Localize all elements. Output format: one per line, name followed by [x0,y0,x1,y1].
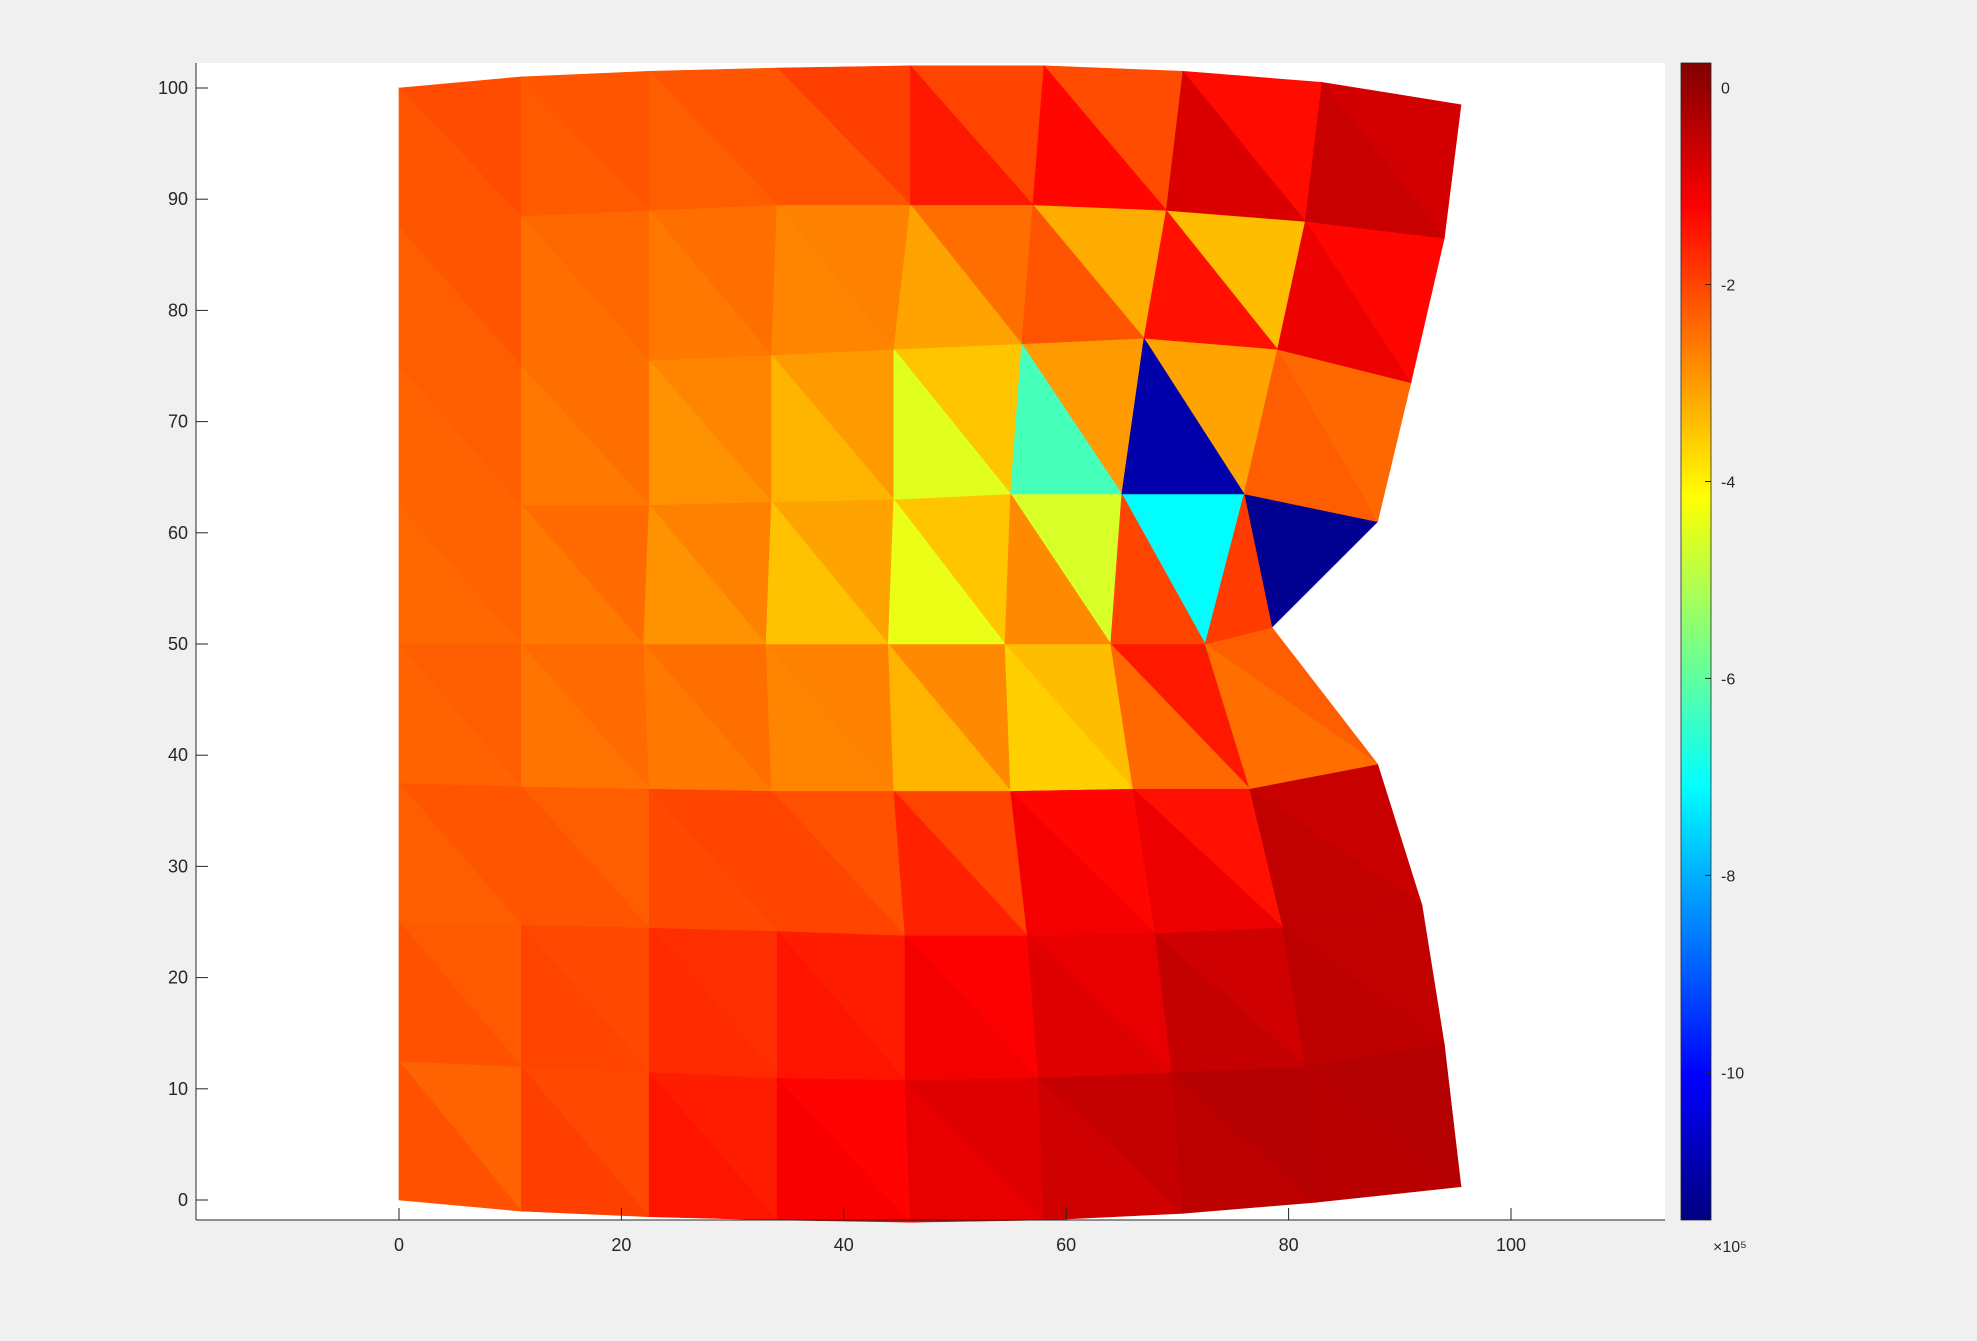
mesh-element [904,934,1040,1081]
colorbar-gradient [1681,63,1711,1220]
mesh-element [643,643,773,792]
mesh-element [910,65,1034,206]
mesh-element [520,643,650,789]
colorbar-tick-label: 0 [1721,81,1730,98]
mesh-element [1010,789,1156,936]
mesh-element [1304,1065,1462,1203]
mesh-element [776,1076,912,1223]
mesh-element [520,785,650,928]
mesh-element [1277,220,1412,384]
y-tick-label: 50 [168,634,188,654]
axes: 0 10 20 30 40 50 60 70 80 90 100 0 20 40 60 80 100 [158,63,1665,1255]
mesh-element [520,76,650,217]
mesh-element [1121,337,1245,495]
mesh-element [1304,81,1445,239]
colorbar-tick-label: -10 [1721,1065,1744,1082]
mesh-element [1010,342,1123,495]
mesh-element [1204,493,1273,645]
mesh-element [765,643,895,792]
mesh-element [771,789,906,936]
mesh-element [887,643,1012,792]
mesh-element [1165,70,1306,222]
mesh-element [520,504,645,645]
y-tick-label: 30 [168,856,188,876]
mesh-element [1249,787,1423,928]
mesh-element [398,87,522,228]
mesh-element [1171,1071,1318,1214]
colorbar-tick-label: -2 [1721,278,1735,295]
colorbar-tick-label: -8 [1721,868,1735,885]
mesh-element [1143,209,1279,350]
mesh-element [1004,643,1134,792]
mesh-plot [398,65,1462,1224]
mesh-element [398,365,522,506]
mesh-element [520,1065,650,1218]
mesh-element [904,1079,1045,1223]
mesh-element [398,782,522,925]
colorbar-tick-label: -6 [1721,671,1735,688]
mesh-element [648,359,773,506]
x-tick-label: 0 [394,1235,404,1255]
mesh-element [765,500,889,645]
mesh-element [1154,932,1307,1073]
mesh-element [520,923,650,1073]
x-tick-label: 80 [1279,1235,1299,1255]
mesh-element [648,1071,778,1221]
mesh-element [398,921,522,1067]
mesh-element [1032,65,1167,211]
mesh-element [520,365,650,506]
mesh-element [1026,934,1173,1079]
x-tick-label: 40 [834,1235,854,1255]
mesh-element [643,504,767,645]
y-tick-label: 10 [168,1079,188,1099]
colorbar-tick-label: -4 [1721,474,1735,491]
mesh-element [398,1060,522,1212]
mesh-element [1004,492,1112,645]
y-tick-label: 90 [168,189,188,209]
mesh-element [776,930,906,1081]
mesh-element [776,67,912,206]
mesh-element [893,348,1012,500]
mesh-element [1110,492,1206,645]
y-tick-label: 80 [168,300,188,320]
x-tick-label: 100 [1496,1235,1526,1255]
y-tick-label: 0 [178,1190,188,1210]
x-tick-label: 60 [1056,1235,1076,1255]
mesh-element [648,926,778,1079]
mesh-element [1110,643,1251,789]
mesh-element [1021,204,1145,345]
mesh-element [1038,1076,1184,1221]
y-tick-label: 100 [158,78,188,98]
y-tick-label: 40 [168,745,188,765]
mesh-element [893,204,1023,350]
mesh-element [520,215,650,367]
mesh-element [1243,348,1379,523]
mesh-element [1282,926,1446,1067]
mesh-element [398,504,522,645]
mesh-element [398,226,522,367]
mesh-element [893,789,1028,936]
mesh-element [648,70,778,211]
colorbar-frame [1680,62,1712,1221]
mesh-element [1204,643,1379,789]
mesh-element [648,209,773,361]
y-tick-label: 20 [168,968,188,988]
mesh-element [887,498,1006,645]
mesh-element [1132,787,1284,934]
mesh-element [648,787,778,932]
mesh-element [771,203,895,356]
mesh-element [771,354,895,503]
y-tick-label: 60 [168,523,188,543]
mesh-element [398,643,522,787]
colorbar: 0 -2 -4 -6 -8 -10 [1680,62,1744,1221]
y-tick-label: 70 [168,412,188,432]
colorbar-exponent-label: ×10⁵ [1713,1239,1747,1256]
x-tick-label: 20 [611,1235,631,1255]
